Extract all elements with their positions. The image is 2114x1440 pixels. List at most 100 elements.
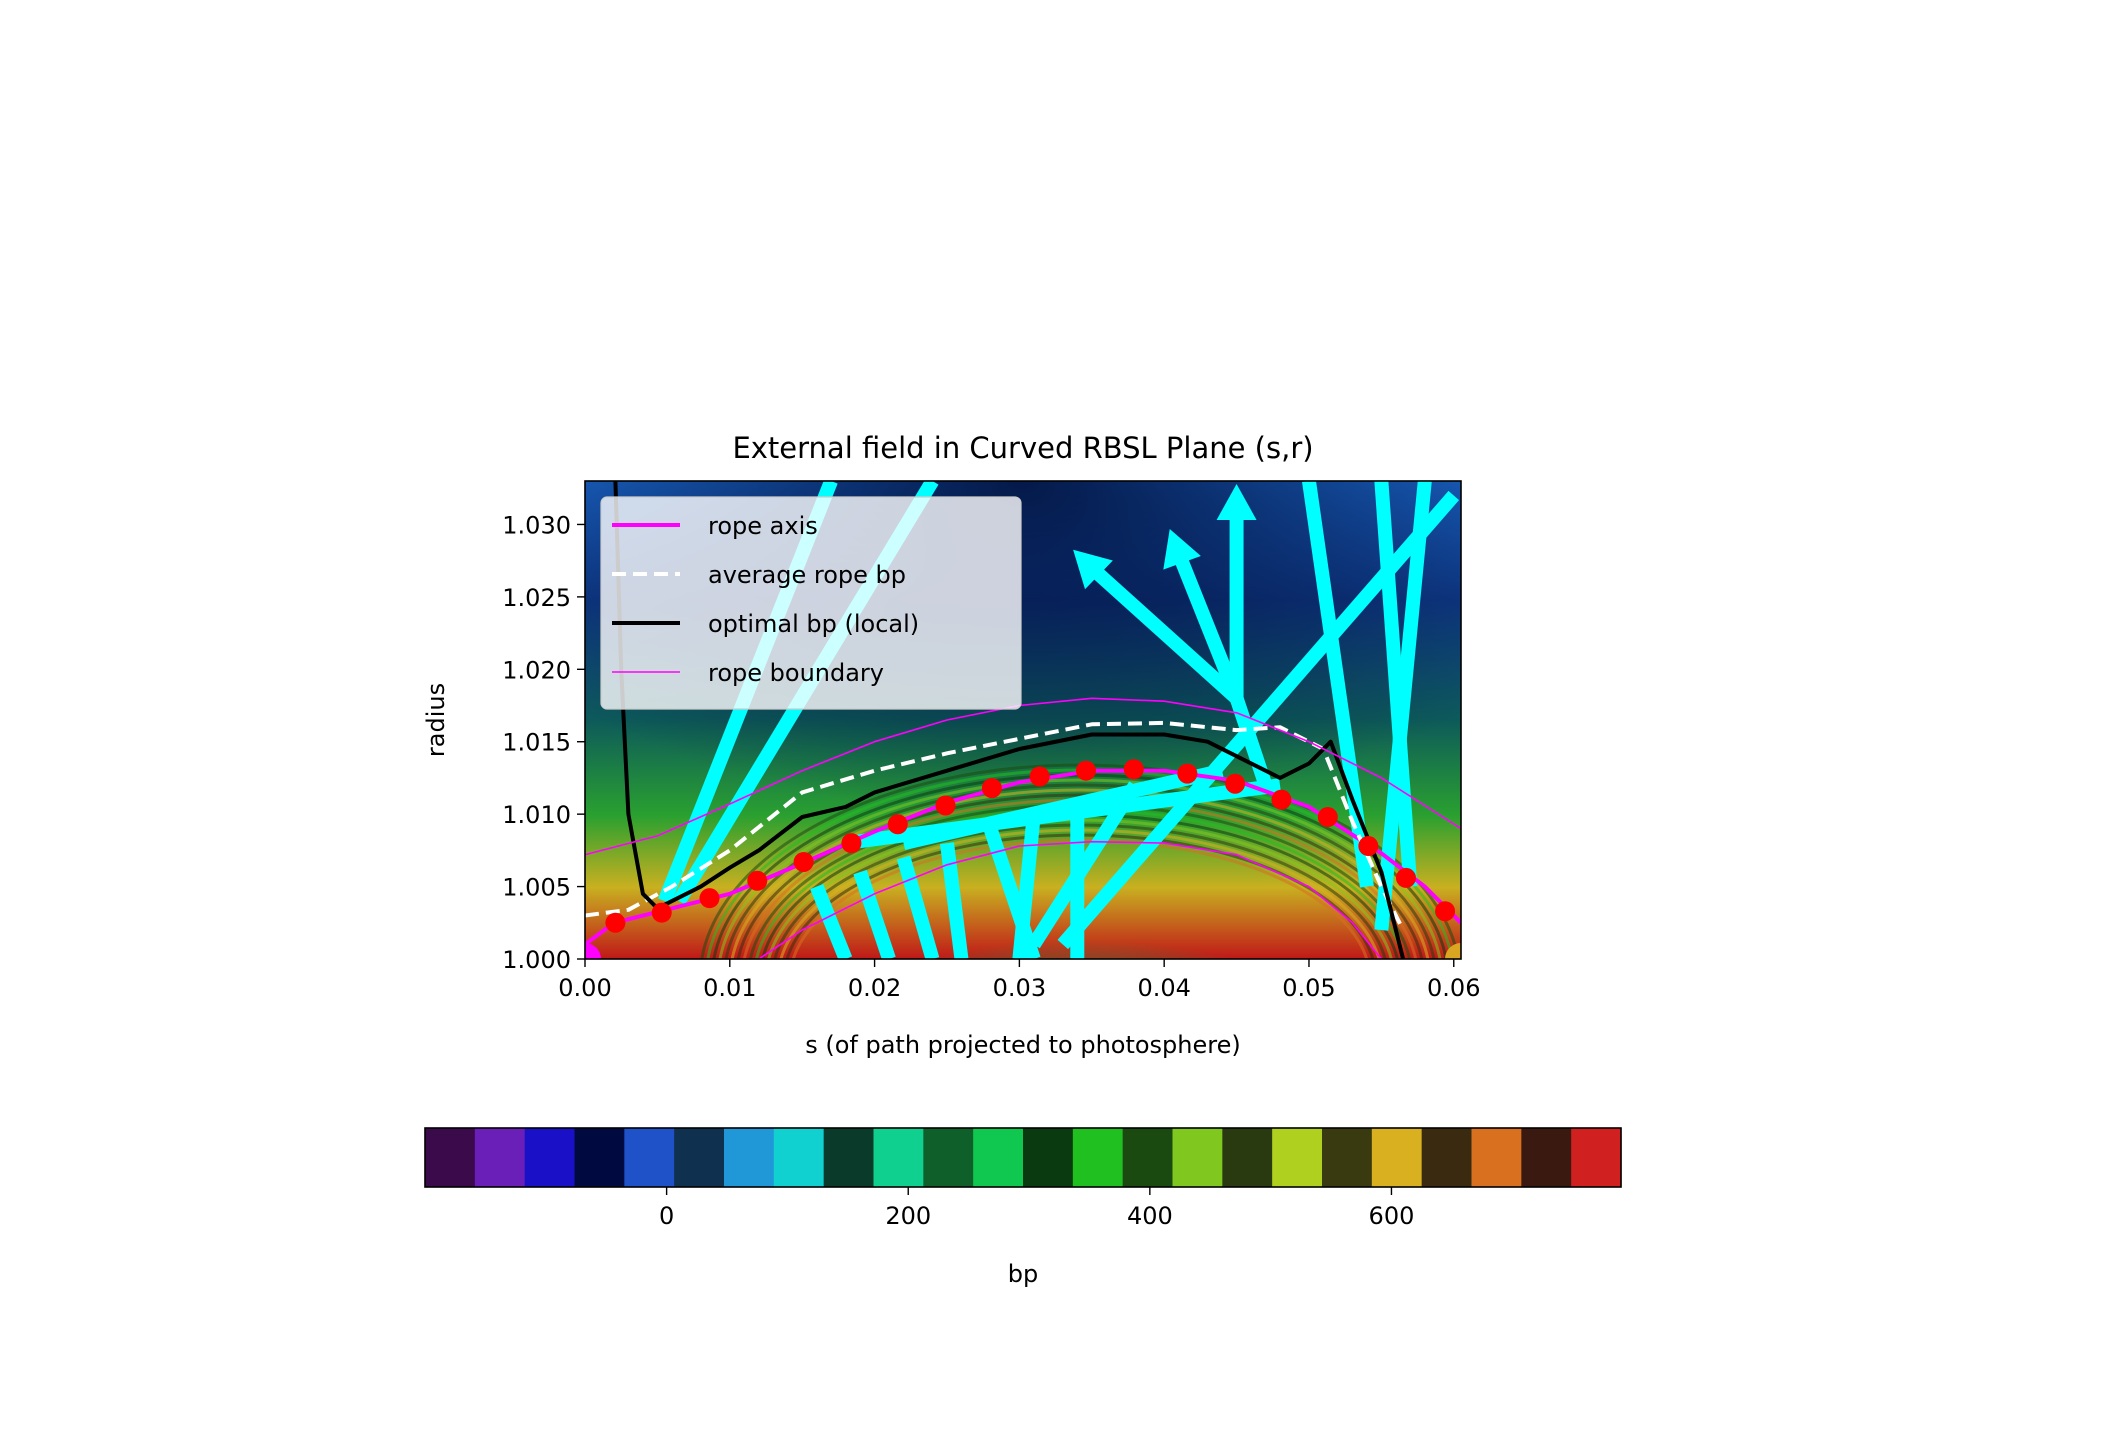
- rope-axis-marker: [1225, 773, 1246, 794]
- rope-axis-marker: [747, 870, 768, 891]
- field-line: [1172, 550, 1244, 701]
- field-line: [1374, 481, 1432, 931]
- y-tick-label: 1.015: [502, 729, 571, 757]
- colorbar-ticks: 0 200 400 600: [659, 1187, 1414, 1230]
- field-arrow-head: [1073, 549, 1113, 590]
- field-line: [853, 869, 896, 959]
- colorbar-segment: [1471, 1128, 1522, 1187]
- y-tick-label: 1.030: [502, 511, 571, 539]
- series-rope-axis-line: [585, 768, 1461, 947]
- colorbar-segment: [574, 1128, 625, 1187]
- colorbar-segment: [425, 1128, 476, 1187]
- colorbar-segment: [1072, 1128, 1124, 1187]
- axes-frame: [584, 480, 1462, 960]
- colorbar-segment: [1371, 1128, 1423, 1187]
- field-line: [940, 842, 969, 959]
- colorbar-tick-label: 600: [1369, 1202, 1415, 1230]
- rope-axis-marker: [1271, 789, 1292, 810]
- y-tick-label: 1.010: [502, 801, 571, 829]
- field-line: [1229, 696, 1273, 788]
- y-axis-ticks: 1.000 1.005 1.010 1.015 1.020 1.025 1.030: [502, 511, 585, 974]
- rope-axis-marker: [1435, 901, 1456, 922]
- heatmap-band: [730, 788, 1430, 959]
- x-tick-label: 0.02: [848, 974, 901, 1002]
- y-tick-label: 1.025: [502, 584, 571, 612]
- field-line: [1087, 562, 1242, 704]
- rope-axis-marker: [1317, 807, 1338, 828]
- legend-label: optimal bp (local): [708, 610, 919, 638]
- colorbar: [425, 1128, 1622, 1187]
- heatmap-band: [724, 783, 1436, 959]
- x-axis-label: s (of path projected to photosphere): [805, 1031, 1241, 1059]
- field-arrow-head: [1163, 529, 1201, 570]
- heatmap-band: [736, 793, 1424, 959]
- x-tick-label: 0.05: [1282, 974, 1335, 1002]
- rope-axis-marker: [1395, 867, 1416, 888]
- rope-axis-marker: [935, 795, 956, 816]
- footpoint-marker: [1445, 943, 1461, 959]
- rope-axis-marker: [1029, 766, 1050, 787]
- marker-layer: [585, 759, 1461, 959]
- rope-axis-marker: [887, 814, 908, 835]
- x-tick-label: 0.01: [703, 974, 756, 1002]
- x-tick-label: 0.04: [1137, 974, 1190, 1002]
- y-tick-label: 1.020: [502, 656, 571, 684]
- colorbar-segment: [474, 1128, 526, 1187]
- colorbar-frame: [424, 1127, 1622, 1188]
- x-axis-ticks: 0.00 0.01 0.02 0.03 0.04 0.05 0.06: [558, 959, 1480, 1002]
- colorbar-segment: [674, 1128, 725, 1187]
- colorbar-segment: [1272, 1128, 1323, 1187]
- field-arrow-head: [1216, 483, 1257, 520]
- colorbar-segment: [724, 1128, 775, 1187]
- y-tick-label: 1.005: [502, 874, 571, 902]
- x-tick-label: 0.00: [558, 974, 611, 1002]
- colorbar-segment: [524, 1128, 576, 1187]
- y-tick-label: 1.000: [502, 946, 571, 974]
- rope-axis-marker: [1177, 763, 1198, 784]
- colorbar-segment: [1172, 1128, 1223, 1187]
- rope-axis-marker: [699, 888, 720, 909]
- colorbar-label: bp: [1008, 1260, 1038, 1288]
- colorbar-segment: [773, 1128, 825, 1187]
- field-line: [1374, 481, 1418, 888]
- legend-label: rope boundary: [708, 659, 884, 687]
- series-average-rope-bp-line: [585, 720, 1405, 931]
- colorbar-segment: [1571, 1128, 1622, 1187]
- x-tick-label: 0.06: [1427, 974, 1480, 1002]
- field-line: [1302, 481, 1374, 888]
- field-line: [896, 855, 940, 959]
- legend-label: average rope bp: [708, 561, 906, 589]
- legend: rope axis average rope bp optimal bp (loca…: [600, 496, 1022, 710]
- field-line: [810, 883, 853, 959]
- rope-axis-marker: [1075, 760, 1096, 781]
- colorbar-tick-label: 200: [885, 1202, 931, 1230]
- colorbar-segment: [923, 1128, 974, 1187]
- colorbar-segment: [1322, 1128, 1373, 1187]
- footpoint-marker: [585, 943, 601, 959]
- chart-title: External field in Curved RBSL Plane (s,r…: [732, 431, 1313, 465]
- field-line: [1012, 813, 1041, 959]
- colorbar-segment: [1023, 1128, 1074, 1187]
- rope-axis-marker: [981, 778, 1002, 799]
- rope-axis-marker: [793, 851, 814, 872]
- x-tick-label: 0.03: [993, 974, 1046, 1002]
- colorbar-segment: [1122, 1128, 1174, 1187]
- colorbar-tick-label: 400: [1127, 1202, 1173, 1230]
- colorbar-segment: [1421, 1128, 1473, 1187]
- series-layer: [585, 481, 1461, 959]
- colorbar-segment: [1521, 1128, 1572, 1187]
- rope-axis-marker: [1358, 836, 1379, 857]
- series-rope-boundary-line: [758, 840, 1383, 959]
- series-optimal-bp-local--line: [613, 481, 1406, 959]
- colorbar-segment: [624, 1128, 675, 1187]
- rope-axis-marker: [1123, 759, 1144, 780]
- rope-axis-marker: [651, 902, 672, 923]
- colorbar-segment: [973, 1128, 1024, 1187]
- colorbar-segment: [873, 1128, 924, 1187]
- field-line: [901, 763, 1224, 850]
- rope-axis-marker: [605, 912, 626, 933]
- legend-box: [600, 496, 1022, 710]
- legend-label: rope axis: [708, 512, 818, 540]
- heatmap-band: [718, 778, 1442, 959]
